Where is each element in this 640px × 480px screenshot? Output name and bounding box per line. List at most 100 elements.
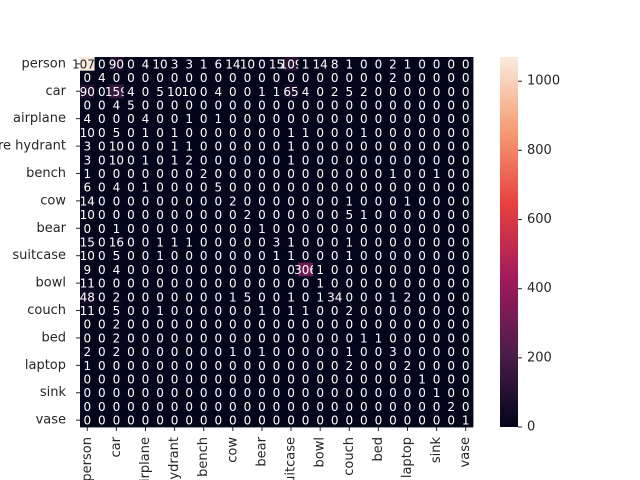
cell <box>443 317 459 332</box>
cell <box>152 358 168 373</box>
cell <box>342 180 357 195</box>
cell <box>80 125 95 140</box>
colorbar-tick-label: 200 <box>527 350 552 365</box>
cell <box>196 413 212 428</box>
cell-annotation: 0 <box>171 263 179 277</box>
cell-annotation: 0 <box>433 400 441 414</box>
cell <box>152 289 168 305</box>
cell-annotation: 0 <box>389 400 397 414</box>
cell <box>138 207 154 222</box>
cell <box>269 98 285 113</box>
cell <box>152 84 168 99</box>
cell <box>298 262 314 277</box>
cell-annotation: 2 <box>83 345 91 359</box>
cell-annotation: 0 <box>185 345 193 359</box>
cell <box>298 399 314 414</box>
cell-annotation: 1 <box>200 57 208 71</box>
cell-annotation: 0 <box>156 373 164 387</box>
cell <box>254 317 270 332</box>
cell-annotation: 1 <box>273 85 281 99</box>
cell-annotation: 1 <box>287 304 295 318</box>
cell <box>123 344 139 359</box>
cell-annotation: 0 <box>200 140 208 154</box>
cell <box>269 331 285 346</box>
cell <box>443 152 459 168</box>
cell-annotation: 1 <box>83 167 91 181</box>
cell-annotation: 0 <box>142 373 150 387</box>
cell <box>429 262 445 277</box>
cell-annotation: 0 <box>302 222 310 236</box>
cell <box>254 111 270 126</box>
cell <box>152 98 168 113</box>
cell-annotation: 0 <box>185 373 193 387</box>
cell <box>196 125 212 140</box>
cell-annotation: 0 <box>433 71 441 85</box>
cell-annotation: 0 <box>389 112 397 126</box>
cell <box>429 413 445 428</box>
cell <box>94 194 110 209</box>
cell-annotation: 0 <box>433 85 441 99</box>
cell-annotation: 0 <box>418 112 426 126</box>
cell <box>138 399 154 414</box>
cell-annotation: 0 <box>433 236 441 250</box>
cell-annotation: 0 <box>433 373 441 387</box>
cell <box>458 289 474 305</box>
cell-annotation: 0 <box>98 236 106 250</box>
cell <box>400 84 416 99</box>
cell-annotation: 0 <box>418 318 426 332</box>
cell-annotation: 0 <box>214 194 222 208</box>
cell-annotation: 0 <box>214 331 222 345</box>
cell <box>400 413 416 428</box>
cell <box>167 276 183 291</box>
cell-annotation: 0 <box>185 249 193 263</box>
cell <box>312 331 328 346</box>
x-tick-label: fire hydrant <box>167 437 182 480</box>
cell-annotation: 0 <box>156 277 164 291</box>
cell-annotation: 0 <box>433 277 441 291</box>
cell-annotation: 0 <box>447 318 455 332</box>
cell <box>196 98 212 113</box>
cell <box>458 194 474 209</box>
cell-annotation: 0 <box>316 400 324 414</box>
cell-annotation: 0 <box>447 57 455 71</box>
cell <box>342 166 357 181</box>
cell-annotation: 1 <box>273 249 281 263</box>
cell-annotation: 0 <box>244 126 252 140</box>
cell-annotation: 0 <box>447 71 455 85</box>
cell <box>181 125 197 140</box>
cell-annotation: 0 <box>447 208 455 222</box>
cell-annotation: 1 <box>185 236 193 250</box>
cell <box>400 111 416 126</box>
cell <box>371 194 387 209</box>
cell <box>312 344 328 359</box>
cell-annotation: 0 <box>404 263 412 277</box>
cell-annotation: 0 <box>287 167 295 181</box>
cell <box>167 317 183 332</box>
cell-annotation: 0 <box>142 236 150 250</box>
cell-annotation: 0 <box>418 386 426 400</box>
cell-annotation: 2 <box>113 318 121 332</box>
cell-annotation: 2 <box>404 290 412 304</box>
cell <box>181 70 197 85</box>
cell <box>123 57 139 72</box>
cell-annotation: 0 <box>375 126 383 140</box>
cell <box>94 358 110 373</box>
cell <box>80 84 95 99</box>
cell-annotation: 0 <box>389 386 397 400</box>
cell-annotation: 0 <box>229 208 237 222</box>
cell-annotation: 0 <box>200 194 208 208</box>
cell <box>298 70 314 85</box>
cell-annotation: 1 <box>258 222 266 236</box>
cell-annotation: 0 <box>244 112 252 126</box>
cell <box>196 358 212 373</box>
cell <box>181 385 197 400</box>
cell <box>152 57 168 72</box>
cell <box>327 194 343 209</box>
cell <box>123 303 139 318</box>
cell-annotation: 0 <box>389 304 397 318</box>
cell <box>312 180 328 195</box>
cell <box>443 358 459 373</box>
cell-annotation: 10 <box>240 57 255 71</box>
cell-annotation: 0 <box>375 414 383 428</box>
cell-annotation: 1 <box>156 249 164 263</box>
